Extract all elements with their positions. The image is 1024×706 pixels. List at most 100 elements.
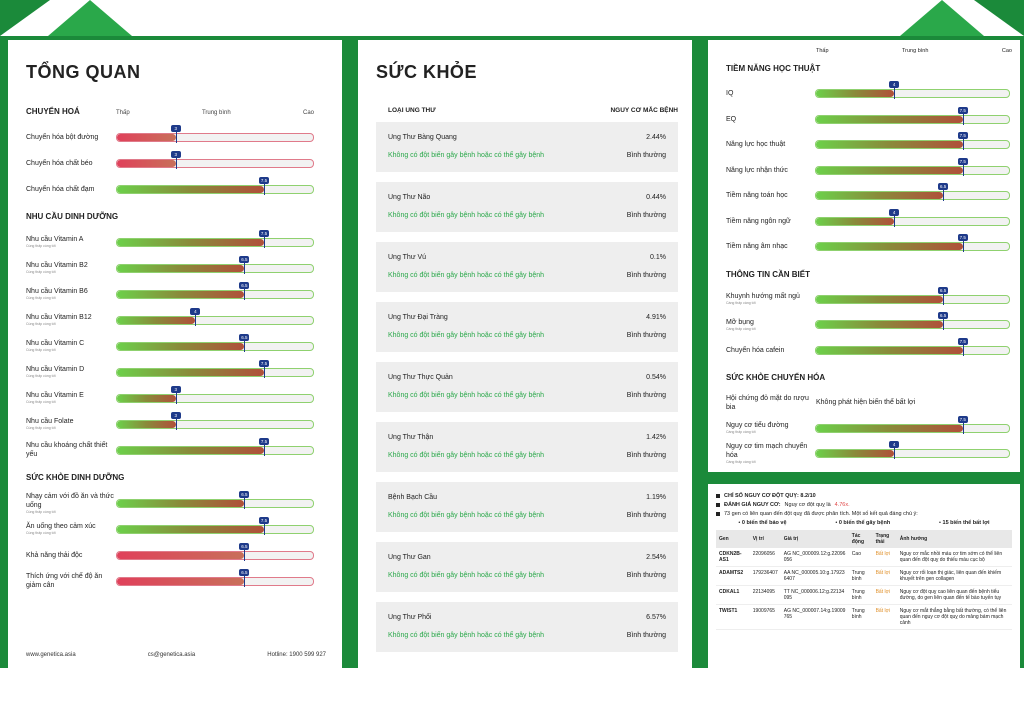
row-label-text: Nguy cơ tiểu đường	[726, 422, 789, 430]
level-marker: 4	[190, 307, 201, 315]
level-marker: 6.5	[938, 286, 949, 294]
level-bar: 4	[116, 307, 314, 326]
cancer-list: Ung Thư Bàng Quang 2.44% Không có đột biến…	[376, 122, 678, 652]
scale-high: Cao	[1001, 48, 1012, 54]
table-header-vi-tri: Vị trí	[749, 530, 781, 548]
level-marker: 6.5	[938, 312, 949, 320]
row-nhu-cau-vitamin-b2: Nhu cầu Vitamin B2 Cùng thấp cùng tốt 6.5	[26, 255, 326, 281]
table-row: CDKN2B-AS1 22096056 AG NC_000009.12:g.2209…	[716, 548, 1012, 567]
table-header-tac-dong: Tác động	[848, 530, 873, 548]
cancer-card: Ung Thư Vú 0.1% Không có đột biến gây bệnh…	[376, 242, 678, 292]
row-label-text: Nhu cầu Vitamin A	[26, 236, 84, 243]
level-marker: 6.5	[239, 281, 250, 289]
footer-hotline: Hotline: 1900 599 927	[267, 652, 326, 658]
cell-effect: Nguy cơ mắt thẳng bằng bất thường, có th…	[896, 604, 1012, 630]
cancer-status: Bình thường	[626, 332, 666, 339]
row-label: Nhu cầu Vitamin E Cùng thấp cùng tốt	[26, 391, 116, 405]
level-marker: 7.5	[957, 106, 968, 114]
row-nhu-cau-vitamin-b12: Nhu cầu Vitamin B12 Cùng thấp cùng tốt 4	[26, 307, 326, 333]
level-fill	[815, 346, 963, 354]
row-label-text: Tiềm năng âm nhạc	[726, 243, 788, 251]
cell-pos: 179236407	[749, 566, 781, 586]
scale-high: Cao	[302, 110, 314, 116]
row-hoi-chung-do-mat-do-ruou-bia: Hội chứng đỏ mặt do rượu bia Không phát h…	[726, 390, 1010, 416]
row-label-text: Nhu cầu Folate	[26, 418, 74, 425]
cancer-desc: Không có đột biến gây bệnh hoặc có thể g…	[388, 632, 545, 639]
row-tiem-nang-toan-hoc: Tiềm năng toán học 6.5	[726, 183, 1010, 209]
level-fill	[815, 217, 895, 225]
row-label-text: Nhạy cảm với đồ ăn và thức uống	[26, 492, 114, 509]
row-tiem-nang-ngon-ngu: Tiềm năng ngôn ngữ 4	[726, 208, 1010, 235]
cancer-name: Ung Thư Thực Quản	[388, 374, 453, 381]
level-marker: 6.5	[938, 183, 949, 191]
row-label: Nhu cầu Vitamin B2 Cùng thấp cùng tốt	[26, 261, 116, 275]
level-bar: 7.5	[116, 176, 314, 195]
row-sublabel: Cùng thấp cùng tốt	[26, 426, 56, 430]
row-label: Nhu cầu Vitamin A Cùng thấp cùng tốt	[26, 235, 116, 249]
level-marker: 4	[889, 441, 900, 449]
row-label: Chuyển hóa cafein	[726, 346, 815, 355]
cell-pos: 19009765	[749, 604, 781, 630]
col-cancer-type: LOẠI UNG THƯ	[388, 107, 436, 114]
cell-state: Bất lợi	[872, 585, 897, 605]
row-label-text: Thích ứng với chế độ ăn giảm cân	[26, 573, 103, 589]
cancer-name: Ung Thư Phổi	[388, 614, 432, 621]
health-table-header: LOẠI UNG THƯ NGUY CƠ MẮC BỆNH	[388, 107, 678, 114]
table-header-row: Gen Vị trí Giá trị Tác động Trạng thái Ảnh hư…	[716, 530, 1012, 548]
cancer-name: Ung Thư Vú	[388, 254, 427, 261]
level-bar: 6.5	[814, 312, 1010, 331]
level-tick	[264, 523, 265, 535]
stroke-analysis: 73 gen có liên quan đến đột quỵ đã được …	[716, 511, 1012, 517]
health-panel: SỨC KHỎE LOẠI UNG THƯ NGUY CƠ MẮC BỆNH U…	[358, 40, 692, 668]
row-label: Năng lực nhận thức	[726, 166, 815, 175]
row-nhu-cau-folate: Nhu cầu Folate Cùng thấp cùng tốt 3	[26, 411, 326, 437]
section-title-nhu-cau-dinh-duong: NHU CẦU DINH DƯỠNG	[26, 212, 119, 221]
level-bar: 3	[116, 411, 314, 430]
cell-impact: Trung bình	[848, 585, 873, 605]
level-tick	[175, 131, 177, 143]
cell-impact: Cao	[848, 548, 873, 567]
level-bar: 7.5	[814, 234, 1010, 253]
cancer-card: Ung Thư Não 0.44% Không có đột biến gây bệ…	[376, 182, 678, 232]
level-bar: 6.5	[814, 183, 1010, 202]
row-label: Mỡ bụng Càng thấp càng tốt	[726, 318, 815, 332]
level-bar: 7.5	[116, 359, 314, 378]
cancer-risk: 1.42%	[646, 434, 666, 441]
level-bar: 7.5	[814, 132, 1010, 151]
top-banner	[0, 0, 1024, 36]
row-thich-ung-voi-che-do-an-giam-can: Thích ứng với chế độ ăn giảm cân 6.5	[26, 568, 326, 594]
scale-low: Thấp	[816, 48, 829, 54]
level-fill	[117, 342, 245, 350]
footer-website[interactable]: www.genetica.asia	[26, 652, 76, 658]
level-fill	[815, 90, 895, 98]
cell-gene: CDKN2B-AS1	[716, 548, 750, 567]
banner-triangle-left	[48, 0, 132, 36]
row-label: Khả năng thải độc	[26, 551, 116, 560]
overview-panel: TỔNG QUAN Thấp Trung bình Cao CHUYỂN HOÁ Chu…	[8, 40, 342, 668]
level-marker: 6.5	[239, 542, 250, 550]
cancer-status: Bình thường	[626, 212, 666, 219]
footer-email[interactable]: cs@genetica.asia	[147, 652, 196, 658]
table-row: ADAMTS2 179236407 AA NC_000005.10:g.17923 …	[716, 566, 1012, 586]
level-marker: 7.5	[259, 176, 269, 184]
row-mo-bung: Mỡ bụng Càng thấp càng tốt 6.5	[726, 312, 1010, 338]
level-bar: 7.5	[814, 337, 1010, 356]
level-tick	[264, 183, 265, 195]
row-label-text: Hội chứng đỏ mặt do rượu bia	[726, 394, 809, 411]
level-fill	[815, 243, 963, 251]
row-label: Nguy cơ tim mạch chuyển hóa Càng thấp càn…	[726, 442, 815, 465]
cell-effect: Nguy cơ đột quỵ cao liên quan đến bệnh t…	[896, 585, 1012, 605]
level-fill	[815, 321, 944, 329]
level-tick	[264, 444, 265, 456]
row-chuyen-hoa-chat-beo: Chuyển hóa chất béo 3	[26, 150, 326, 176]
row-label: Nhu cầu Folate Cùng thấp cùng tốt	[26, 417, 116, 431]
cancer-card: Bệnh Bạch Cầu 1.19% Không có đột biến gây …	[376, 482, 678, 532]
cancer-name: Bệnh Bạch Cầu	[388, 494, 438, 501]
cancer-risk: 4.91%	[646, 314, 666, 321]
level-fill	[117, 264, 245, 272]
stroke-panel: CHỈ SỐ NGUY CƠ ĐỘT QUỴ: 8.2/10 ĐÁNH GIÁ …	[708, 484, 1020, 668]
cancer-card: Ung Thư Phổi 6.57% Không có đột biến gây b…	[376, 602, 678, 652]
potential-body: Thấp Trung bình Cao TIỀM NĂNG HỌC THUẬT IQ 4 E…	[726, 48, 1012, 467]
table-row: TWIST1 19009765 AG NC_000007.14:g.19009 76…	[716, 604, 1012, 630]
level-bar: 3	[116, 385, 314, 404]
